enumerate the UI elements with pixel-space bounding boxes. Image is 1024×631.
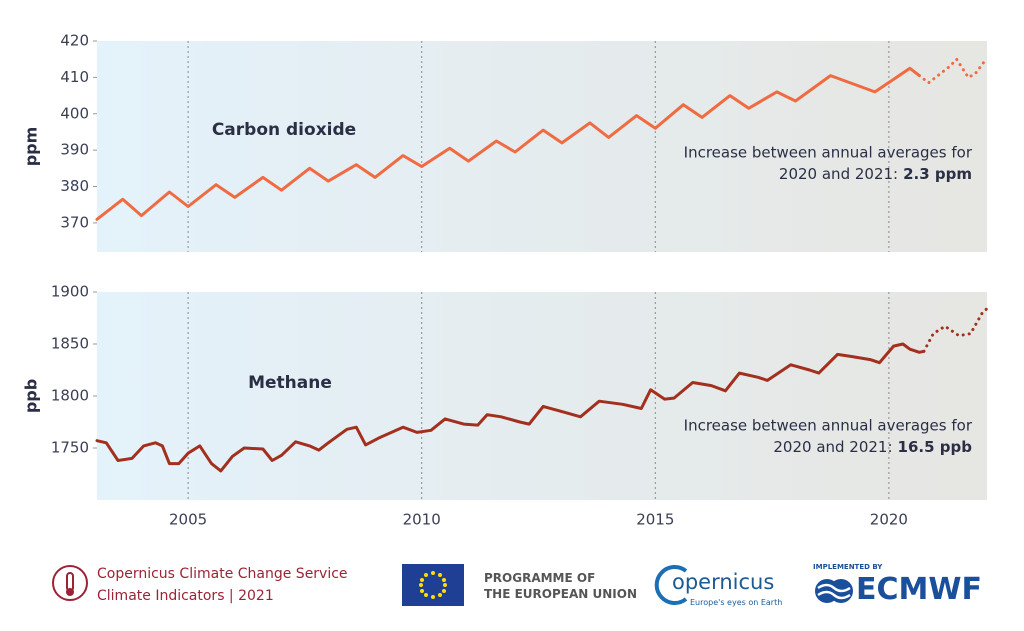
eu-line2: THE EUROPEAN UNION [484,587,637,601]
copernicus-logo [654,561,694,613]
ecmwf-waves [815,579,853,603]
x-tick-label: 2020 [870,511,908,529]
c3s-name: Copernicus Climate Change Service [97,566,348,582]
ecmwf-icon [812,576,856,610]
y-tick-label: 380 [60,177,89,195]
ecmwf-name: ECMWF [856,572,982,607]
copernicus-c [654,565,688,605]
y-tick-label: 400 [60,104,89,122]
data-line [95,66,921,221]
chart: 370 380 390 400 410 420 ppm Carbon dioxide Incre… [22,32,989,529]
annotation-value: 2.3 ppm [903,165,972,183]
y-tick-label: 1850 [51,335,89,353]
eu-stars [419,571,447,599]
c3s-icon [52,565,88,601]
y-tick-label: 1800 [51,387,89,405]
x-tick-label: 2010 [403,511,441,529]
annotation-line: 2020 and 2021: 2.3 ppm [779,165,972,183]
y-axis-label: ppb [22,379,41,413]
plot-background [97,41,987,252]
annotation-line: Increase between annual averages for [684,417,973,435]
y-tick-label: 370 [60,213,89,231]
y-tick-label: 1900 [51,283,89,301]
x-tick-label: 2015 [636,511,674,529]
copernicus-tag: Europe's eyes on Earth [690,598,783,607]
eu-line1: PROGRAMME OF [484,571,596,585]
data-line [95,342,926,473]
eu-flag [402,564,464,606]
data-line [922,307,989,353]
plot-background [97,292,987,500]
data-line [917,57,987,85]
y-axis-label: ppm [22,127,41,167]
annotation-text: 2020 and 2021: [773,438,892,456]
c3s-logo [50,561,90,609]
y-tick-label: 1750 [51,439,89,457]
series-label: Methane [248,373,332,393]
c3s-sub: Climate Indicators | 2021 [97,588,274,604]
y-tick-label: 410 [60,68,89,86]
ecmwf-top: IMPLEMENTED BY [813,563,883,571]
y-tick-label: 420 [60,32,89,50]
series-label: Carbon dioxide [212,120,356,140]
copernicus-name: opernicus [672,570,775,594]
annotation-text: 2020 and 2021: [779,165,898,183]
annotation-line: 2020 and 2021: 16.5 ppb [773,438,972,456]
annotation-value: 16.5 ppb [898,438,973,456]
annotation-line: Increase between annual averages for [684,144,973,162]
x-tick-label: 2005 [169,511,207,529]
y-tick-label: 390 [60,141,89,159]
